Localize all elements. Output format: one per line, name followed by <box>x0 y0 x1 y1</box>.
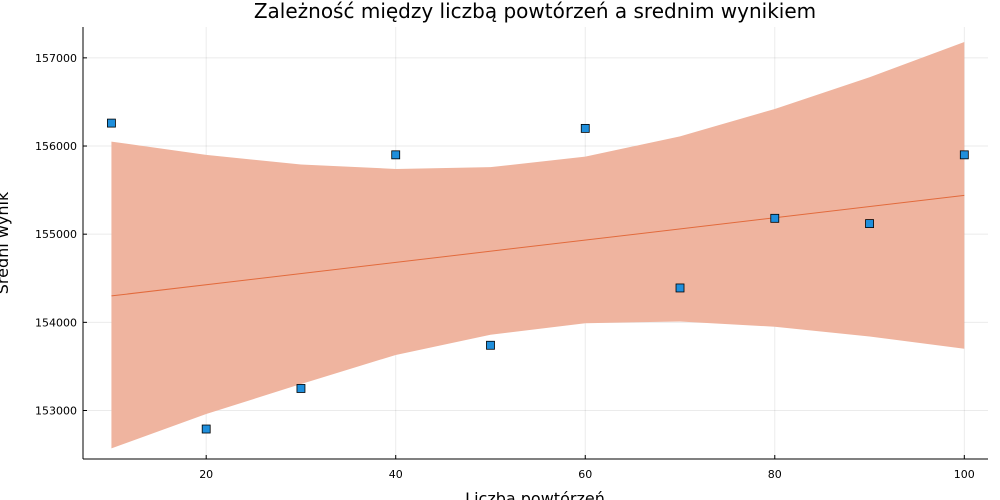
x-tick-label: 80 <box>768 468 782 481</box>
trend-line-layer <box>111 194 965 297</box>
y-tick-label: 156000 <box>35 140 77 153</box>
y-ticks: 153000 154000 155000 156000 157000 <box>35 52 87 418</box>
data-point <box>391 150 401 160</box>
x-tick-label: 60 <box>578 468 592 481</box>
chart-title: Zależność między liczbą powtórzeń a sred… <box>254 0 816 23</box>
x-tick-label: 40 <box>389 468 403 481</box>
y-axis-label: Średni wynik <box>0 191 12 294</box>
y-tick-label: 155000 <box>35 228 77 241</box>
data-point <box>580 123 590 133</box>
data-points <box>107 118 969 434</box>
axes <box>82 27 988 460</box>
data-point <box>486 340 495 350</box>
data-point <box>770 213 780 223</box>
trend-line <box>111 194 965 297</box>
y-tick-label: 153000 <box>35 405 77 418</box>
y-tick-label: 154000 <box>35 316 77 329</box>
data-point <box>865 219 874 229</box>
y-tick-label: 157000 <box>35 52 77 65</box>
x-tick-label: 20 <box>199 468 213 481</box>
x-axis-label: Liczba powtórzeń <box>465 489 605 500</box>
x-tick-label: 100 <box>954 468 975 481</box>
data-point <box>107 118 116 128</box>
data-point <box>959 150 969 160</box>
data-point <box>675 283 685 293</box>
data-point <box>201 424 211 434</box>
x-ticks: 20 40 60 80 100 <box>199 455 975 481</box>
data-point <box>296 384 306 393</box>
